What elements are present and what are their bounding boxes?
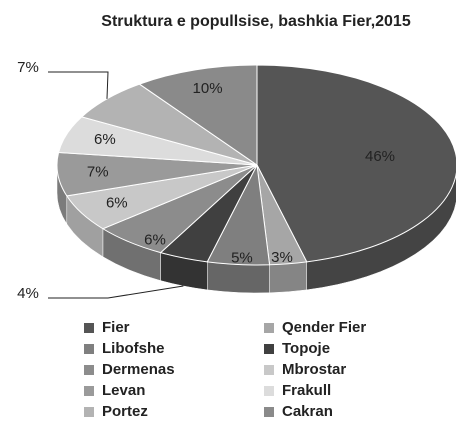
- legend-label: Frakull: [282, 382, 331, 399]
- legend-swatch: [84, 407, 94, 417]
- pie-slice-side: [269, 261, 307, 294]
- data-label: 6%: [106, 195, 128, 212]
- data-label: 7%: [87, 163, 109, 180]
- legend-label: Levan: [102, 382, 145, 399]
- legend-label: Libofshe: [102, 340, 165, 357]
- data-label: 10%: [193, 80, 223, 97]
- legend-swatch: [84, 344, 94, 354]
- legend-label: Dermenas: [102, 361, 175, 378]
- legend-label: Topoje: [282, 340, 330, 357]
- chart-title: Struktura e popullsise, bashkia Fier,201…: [101, 13, 411, 30]
- data-label: 7%: [17, 59, 39, 76]
- data-label: 5%: [231, 250, 253, 267]
- legend-label: Cakran: [282, 403, 333, 420]
- legend-swatch: [264, 344, 274, 354]
- legend-swatch: [264, 407, 274, 417]
- legend-swatch: [264, 365, 274, 375]
- data-label: 6%: [144, 232, 166, 249]
- data-label: 46%: [365, 148, 395, 165]
- leader-line: [48, 285, 184, 299]
- legend-swatch: [84, 365, 94, 375]
- pie-slice: [138, 64, 258, 166]
- legend-label: Fier: [102, 319, 130, 336]
- legend-swatch: [264, 323, 274, 333]
- legend-label: Portez: [102, 403, 148, 420]
- legend-swatch: [264, 386, 274, 396]
- legend-label: Qender Fier: [282, 319, 366, 336]
- leader-line: [48, 71, 109, 99]
- pie-slice: [256, 64, 456, 263]
- legend-swatch: [84, 386, 94, 396]
- data-label: 3%: [271, 249, 293, 266]
- data-label: 4%: [17, 285, 39, 302]
- legend-swatch: [84, 323, 94, 333]
- data-label: 6%: [94, 131, 116, 148]
- legend-label: Mbrostar: [282, 361, 346, 378]
